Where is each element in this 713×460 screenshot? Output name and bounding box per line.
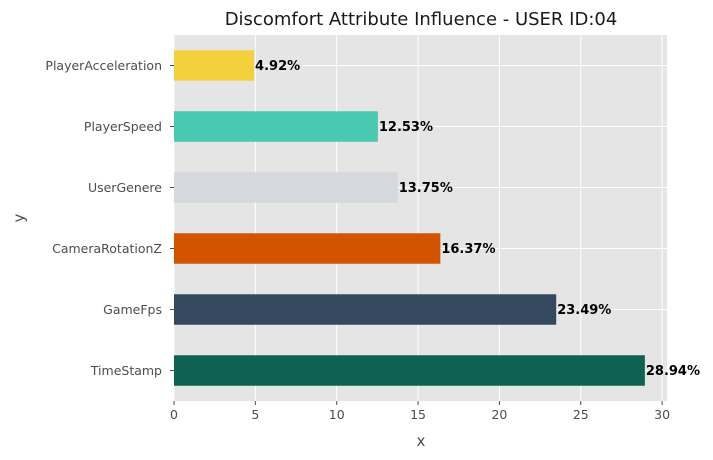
- x-tick-label: 25: [573, 407, 589, 422]
- y-tick-label: UserGenere: [88, 180, 162, 195]
- y-tick-label: TimeStamp: [90, 363, 162, 378]
- bar: [174, 172, 398, 203]
- data-label: 4.92%: [255, 59, 300, 74]
- data-label: 23.49%: [557, 303, 611, 318]
- x-tick-label: 15: [410, 407, 426, 422]
- y-tick-label: GameFps: [103, 302, 162, 317]
- data-label: 13.75%: [399, 181, 453, 196]
- y-tick-label: PlayerSpeed: [84, 119, 162, 134]
- bar: [174, 294, 557, 325]
- x-tick-label: 20: [491, 407, 507, 422]
- data-label: 16.37%: [441, 242, 495, 257]
- bar: [174, 233, 441, 264]
- data-labels: 4.92% 12.53% 13.75% 16.37% 23.49% 28.94%: [255, 59, 700, 379]
- x-tick-label: 30: [654, 407, 670, 422]
- bar: [174, 50, 255, 81]
- data-label: 28.94%: [646, 364, 700, 379]
- x-tick-label: 10: [329, 407, 345, 422]
- y-tick-label: PlayerAcceleration: [45, 58, 162, 73]
- x-tick-label: 0: [170, 407, 178, 422]
- data-label: 12.53%: [379, 120, 433, 135]
- x-axis-label: x: [417, 432, 426, 450]
- y-tick-label: CameraRotationZ: [52, 241, 162, 256]
- y-tick-labels: PlayerAcceleration PlayerSpeed UserGenere C…: [45, 58, 174, 378]
- y-axis-label: y: [10, 213, 28, 222]
- bar: [174, 111, 378, 142]
- x-ticks: 0 5 10 15 20 25 30: [170, 401, 670, 422]
- plot-area: [174, 35, 667, 401]
- chart-title: Discomfort Attribute Influence - USER ID…: [225, 9, 618, 30]
- x-tick-label: 5: [251, 407, 259, 422]
- bar: [174, 355, 645, 386]
- bars: [174, 50, 645, 386]
